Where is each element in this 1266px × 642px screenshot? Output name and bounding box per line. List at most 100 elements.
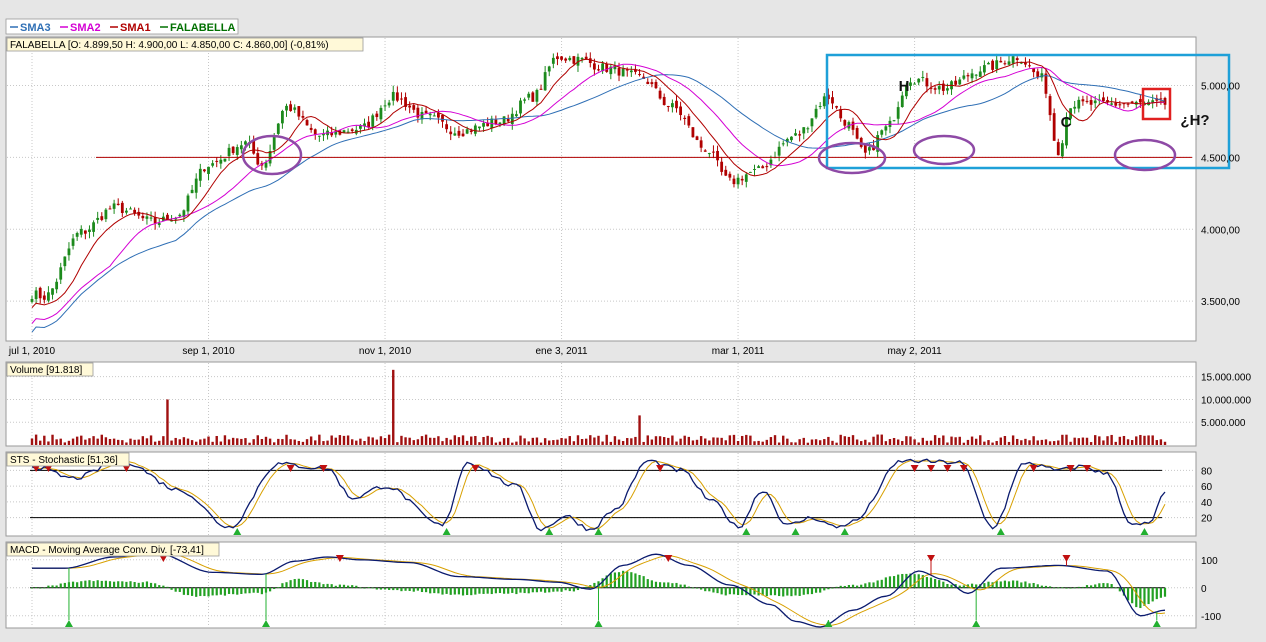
candle [892,119,896,122]
price-tick-label: 5.000,00 [1201,81,1240,92]
volume-bar [453,435,457,445]
candle [675,95,678,113]
macd-histogram-bar [1114,587,1117,589]
legend-label: SMA3 [20,22,51,34]
volume-bar [88,438,91,445]
macd-histogram-bar [802,587,805,595]
volume-bar [67,440,71,445]
candle [215,157,219,168]
stochastic-sell-marker [910,465,919,472]
candle [547,65,551,77]
candle [400,92,403,105]
macd-histogram-bar [1151,587,1154,602]
volume-bar [203,438,206,445]
volume-bar [589,435,592,445]
candle [108,205,112,210]
macd-histogram-bar [1028,583,1031,588]
volume-bar [687,436,691,445]
volume-bar [400,435,403,445]
volume-bar [921,437,925,445]
volume-bar [392,369,395,445]
candle [1163,96,1167,110]
volume-bar [268,438,272,445]
volume-bar [506,437,510,445]
macd-histogram-bar [420,587,424,593]
macd-histogram-bar [601,578,604,588]
volume-bar [621,441,625,445]
volume-bar [186,438,190,445]
candle [281,109,284,129]
volume-bar [318,434,321,445]
volume-bar [219,441,223,445]
price-panel-label: FALABELLA [O: 4.899,50 H: 4.900,00 L: 4.… [6,37,364,52]
volume-bar [884,441,888,445]
macd-histogram-bar [429,587,432,594]
volume-bar [309,436,313,445]
macd-histogram-bar [950,584,953,588]
volume-bar [350,439,354,445]
macd-histogram-bar [515,587,518,595]
volume-bar [326,440,329,445]
volume-bar [424,434,428,445]
candle [551,53,555,69]
volume-bar [564,438,567,445]
candle [112,199,116,214]
macd-histogram-bar [810,587,814,595]
volume-bar [584,438,588,445]
volume-bar [330,435,333,445]
volume-bar [264,436,268,445]
volume-bar [827,436,830,445]
macd-histogram-bar [227,587,231,594]
macd-histogram-bar [650,580,653,588]
support-touch-ellipse [241,134,303,176]
volume-bar [297,440,301,445]
macd-histogram-bar [195,587,198,597]
macd-histogram-bar [326,583,329,588]
volume-bar [125,442,128,445]
volume-bar [539,442,543,445]
volume-bar [999,437,1002,445]
candle [408,101,412,114]
macd-sell-marker [1062,555,1071,562]
stochastic-tick-label: 20 [1201,514,1213,525]
candle [137,207,141,219]
macd-histogram-bar [392,587,395,591]
macd-histogram-bar [544,587,547,593]
macd-histogram-bar [59,583,62,588]
macd-histogram-bar [626,571,629,588]
candle [921,70,925,82]
volume-bar [708,440,711,445]
candle [478,126,481,131]
volume-bar [823,439,826,445]
macd-histogram-bar [605,575,608,588]
volume-bar [162,436,165,445]
volume-bar [461,435,465,445]
macd-histogram-bar [872,582,875,588]
volume-bar [314,440,317,445]
macd-histogram-bar [186,587,190,596]
volume-bar [478,442,481,445]
macd-histogram-bar [1143,587,1146,606]
volume-tick-label: 5.000.000 [1201,418,1246,429]
volume-bar [601,441,604,445]
macd-histogram-bar [322,584,325,588]
macd-histogram-bar [1053,587,1056,589]
volume-bar [383,438,387,445]
macd-histogram-bar [498,587,502,594]
volume-bar [244,438,247,445]
macd-histogram-bar [507,587,510,594]
volume-bar [929,440,933,445]
candle [662,93,666,106]
volume-bar [851,435,855,445]
volume-bar [182,437,186,445]
macd-panel-label-text: MACD - Moving Average Conv. Div. [-73,41… [10,545,204,556]
volume-bar [831,440,834,445]
candle [658,87,662,100]
macd-histogram-bar [646,579,649,588]
macd-histogram-bar [371,587,374,589]
macd-histogram-bar [1065,587,1068,589]
macd-histogram-bar [182,587,185,595]
volume-bar [412,440,415,445]
macd-histogram-bar [55,585,58,588]
